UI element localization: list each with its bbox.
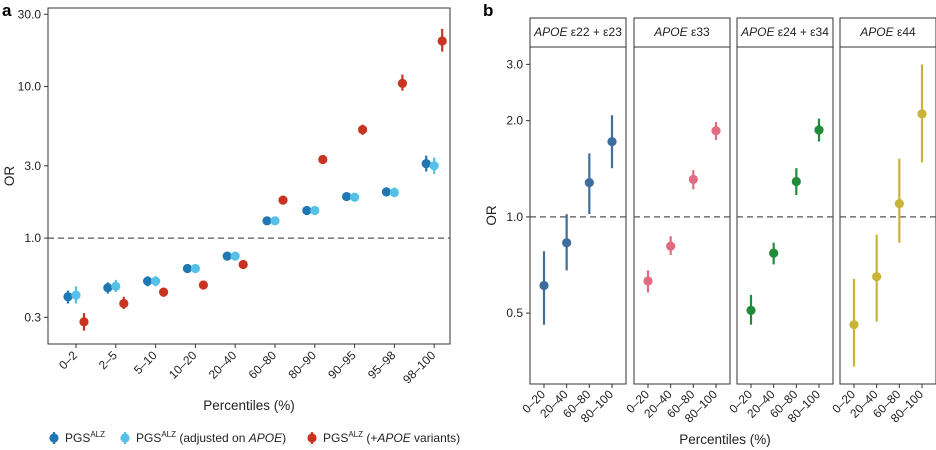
panel-a-point-s0 bbox=[262, 216, 272, 226]
panel-a-xtick-label: 5–10 bbox=[131, 348, 160, 377]
panel-b-facet-frame bbox=[736, 17, 834, 385]
panel-b-point-f2 bbox=[769, 248, 779, 258]
panel-a-point-s0 bbox=[222, 251, 232, 261]
panel-b-facet-title: APOE ε33 bbox=[653, 25, 710, 39]
panel-a-ytick-label: 3.0 bbox=[24, 159, 41, 173]
panel-a-point-s2 bbox=[358, 124, 368, 135]
panel-b-point-f2 bbox=[814, 125, 824, 135]
panel-a-point-s0 bbox=[182, 263, 192, 274]
panel-a-point-s2 bbox=[119, 298, 129, 309]
panel-a-xtick-label: 98–100 bbox=[400, 348, 438, 386]
panel-a-point-s0 bbox=[381, 187, 391, 197]
panel-a-point-s1 bbox=[190, 263, 200, 274]
panel-a-point-s1 bbox=[429, 161, 439, 171]
panel-a-point-s0 bbox=[342, 191, 352, 202]
panel-a-point-s1 bbox=[230, 251, 240, 261]
panel-a-letter: a bbox=[2, 1, 12, 20]
legend-label-s0: PGSALZ bbox=[65, 430, 105, 445]
panel-b-point-f1 bbox=[688, 174, 698, 184]
panel-a-point-s1 bbox=[111, 281, 121, 291]
panel-a-point-s0 bbox=[103, 283, 113, 293]
legend-marker-s2 bbox=[307, 433, 317, 443]
panel-b-point-f1 bbox=[711, 126, 721, 136]
panel-a-xtick-label: 2–5 bbox=[96, 348, 120, 372]
panel-b-facet-title: APOE ε44 bbox=[859, 25, 916, 39]
panel-b-facet-frame bbox=[633, 17, 731, 385]
panel-b-facet-frame bbox=[529, 17, 627, 385]
legend-marker-s0 bbox=[49, 433, 59, 443]
panel-a-point-s2 bbox=[397, 78, 407, 88]
panel-a-point-s0 bbox=[143, 276, 153, 286]
panel-b-point-f0 bbox=[584, 178, 594, 188]
panel-a-xtick-label: 95–98 bbox=[365, 348, 399, 382]
panel-a-xtick-label: 80–90 bbox=[285, 348, 319, 382]
panel-b-point-f3 bbox=[917, 109, 927, 119]
panel-a-ytick-label: 30.0 bbox=[18, 7, 42, 21]
panel-b-facet-title: APOE ε22 + ε23 bbox=[533, 25, 622, 39]
panel-b-facet-frame bbox=[839, 17, 936, 385]
panel-a-point-s1 bbox=[270, 216, 280, 226]
panel-a-xtick-label: 20–40 bbox=[206, 348, 240, 382]
panel-b-ytick-label: 1.0 bbox=[506, 210, 523, 224]
panel-b-point-f2 bbox=[746, 305, 756, 315]
panel-a-point-s2 bbox=[79, 317, 89, 327]
panel-a-xtick-label: 90–95 bbox=[325, 348, 359, 382]
panel-a-point-s1 bbox=[71, 290, 81, 300]
panel-a-point-s0 bbox=[63, 292, 73, 302]
panel-b-ylabel: OR bbox=[484, 205, 499, 226]
panel-a-point-s2 bbox=[198, 280, 208, 290]
panel-b-ytick-label: 0.5 bbox=[506, 306, 523, 320]
panel-a-point-s1 bbox=[151, 276, 161, 286]
legend-label-s1: PGSALZ (adjusted on APOE) bbox=[136, 430, 286, 445]
panel-a-point-s0 bbox=[302, 205, 312, 216]
panel-a-point-s1 bbox=[350, 192, 360, 202]
panel-a-point-s2 bbox=[318, 154, 328, 165]
panel-b-point-f3 bbox=[872, 272, 882, 282]
legend-label-s2: PGSALZ (+APOE variants) bbox=[323, 430, 460, 445]
panel-b-point-f0 bbox=[562, 238, 572, 248]
panel-b-point-f0 bbox=[539, 280, 549, 291]
panel-b-point-f1 bbox=[666, 241, 676, 251]
panel-a-xtick-label: 0–2 bbox=[56, 348, 80, 372]
panel-a-point-s1 bbox=[389, 187, 399, 198]
panel-a-xtick-label: 10–20 bbox=[166, 348, 200, 382]
panel-b-point-f1 bbox=[643, 276, 653, 286]
panel-a-ytick-label: 1.0 bbox=[24, 231, 41, 245]
panel-b-xlabel: Percentiles (%) bbox=[679, 432, 771, 447]
panel-b-point-f3 bbox=[849, 320, 859, 330]
panel-a-point-s2 bbox=[278, 195, 288, 205]
panel-a-xlabel: Percentiles (%) bbox=[203, 398, 295, 413]
panel-a-xtick-label: 60–80 bbox=[246, 348, 280, 382]
panel-a-point-s2 bbox=[437, 36, 447, 46]
panel-b-letter: b bbox=[483, 1, 493, 20]
panel-b-ytick-label: 2.0 bbox=[506, 114, 523, 128]
panel-a-ytick-label: 0.3 bbox=[24, 310, 41, 324]
panel-b-point-f0 bbox=[607, 136, 617, 147]
legend-marker-s1 bbox=[120, 433, 130, 443]
panel-a-point-s0 bbox=[421, 159, 431, 169]
panel-b-point-f3 bbox=[894, 199, 904, 209]
panel-a-point-s2 bbox=[238, 259, 248, 270]
panel-a-point-s2 bbox=[159, 287, 169, 297]
panel-b-ytick-label: 3.0 bbox=[506, 57, 523, 71]
panel-a-ylabel: OR bbox=[2, 166, 17, 187]
panel-b-point-f2 bbox=[791, 176, 801, 187]
panel-b-facet-title: APOE ε24 + ε34 bbox=[740, 25, 829, 39]
panel-a-point-s1 bbox=[310, 205, 320, 216]
panel-a-frame bbox=[47, 7, 451, 345]
panel-a-ytick-label: 10.0 bbox=[18, 80, 42, 94]
